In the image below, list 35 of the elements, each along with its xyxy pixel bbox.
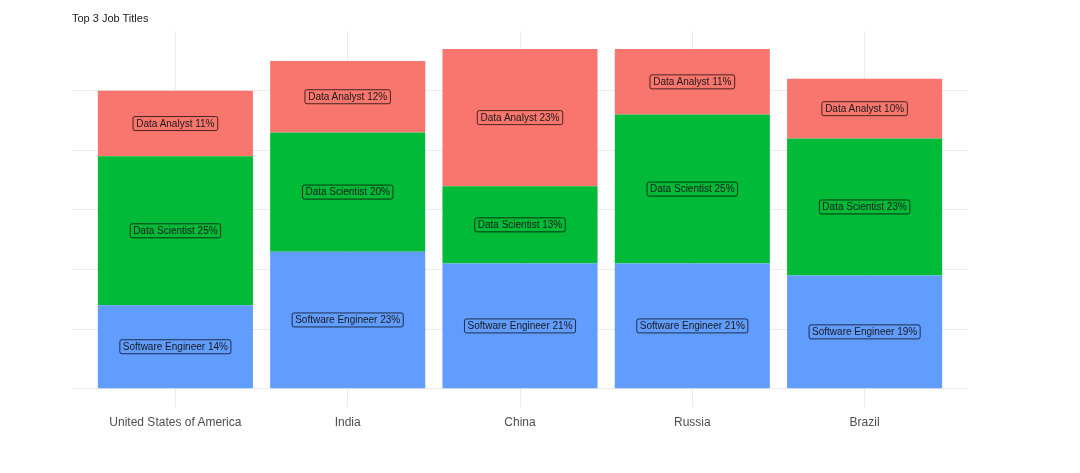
bar (787, 138, 943, 276)
x-tick-label: Russia (673, 415, 711, 430)
x-tick-label: China (504, 415, 536, 430)
bar (614, 49, 770, 115)
bar (442, 263, 598, 389)
bar (270, 251, 426, 389)
bar (97, 90, 253, 157)
x-tick-label: Brazil (849, 415, 880, 430)
chart-title: Top 3 Job Titles (72, 11, 149, 24)
data-label: Data Analyst 10% (825, 102, 905, 114)
bar (97, 305, 253, 389)
bar (97, 156, 253, 306)
data-label: Data Analyst 11% (653, 76, 732, 88)
bar (787, 275, 943, 389)
data-label: Data Analyst 11% (136, 117, 215, 129)
data-label: Data Scientist 13% (477, 219, 563, 231)
data-label: Data Analyst 12% (308, 91, 388, 102)
data-label: Data Scientist 20% (305, 186, 391, 198)
x-tick-label: India (334, 415, 362, 430)
bar (270, 132, 426, 252)
bar (442, 186, 598, 264)
data-label: Software Engineer 21% (639, 320, 745, 332)
bar (442, 49, 598, 187)
data-label: Software Engineer 23% (295, 314, 401, 326)
bar (614, 263, 770, 389)
x-tick-label: United States of America (109, 415, 242, 430)
data-label: Data Scientist 23% (822, 201, 907, 213)
data-label: Software Engineer 14% (122, 341, 229, 353)
data-label: Data Analyst 23% (480, 111, 560, 123)
data-label: Data Scientist 25% (650, 183, 735, 195)
bar (270, 60, 426, 133)
data-label: Software Engineer 21% (467, 320, 573, 332)
bar (614, 114, 770, 264)
data-label: Software Engineer 19% (812, 326, 918, 338)
data-label: Data Scientist 25% (133, 225, 218, 237)
